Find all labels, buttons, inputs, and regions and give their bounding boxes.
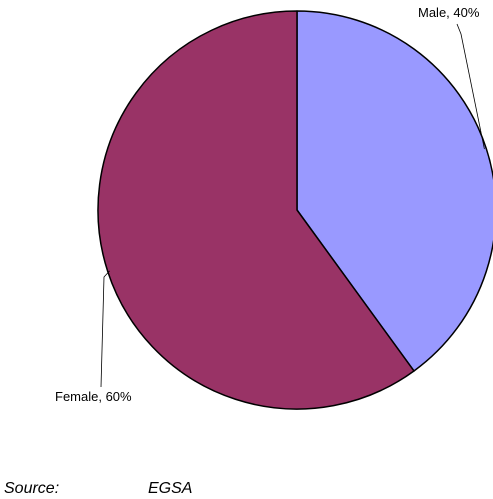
leader-line-male <box>456 23 485 150</box>
leader-lines <box>100 23 485 388</box>
source-label: Source: <box>4 480 60 497</box>
leader-line-female <box>100 270 110 388</box>
pie-slice-female <box>97 10 415 410</box>
pie-slices <box>97 10 493 410</box>
slice-label-male: Male, 40% <box>418 5 480 20</box>
slice-label-female: Female, 60% <box>55 389 132 404</box>
source-value: EGSA <box>148 480 193 497</box>
pie-slice-male <box>296 10 493 372</box>
source-note: Source: EGSA <box>4 480 192 498</box>
